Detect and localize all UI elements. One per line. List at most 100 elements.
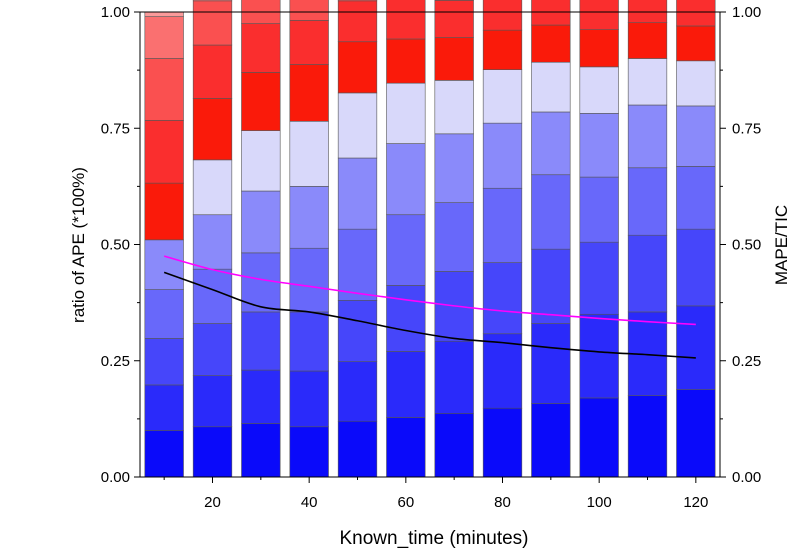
- bar-segment: [627, 234, 668, 313]
- bar-segment: [192, 98, 233, 161]
- x-axis-title: Known_time (minutes): [339, 528, 528, 549]
- y-tick-label: 0.50: [101, 237, 130, 254]
- bar-segment: [192, 375, 233, 428]
- bar-segment: [386, 285, 426, 352]
- bar-segment: [337, 92, 378, 159]
- bar-segment: [337, 41, 378, 94]
- bar-segment: [289, 370, 329, 428]
- bar-segment: [192, 268, 233, 324]
- x-tick-label: 20: [204, 494, 221, 511]
- bar-segment: [482, 0, 523, 31]
- bar-segment: [531, 24, 571, 63]
- y-tick-label: 0.25: [101, 353, 130, 370]
- bar-segment: [192, 214, 233, 270]
- bar-segment: [434, 80, 474, 135]
- bar-segment: [192, 0, 233, 2]
- bar-segment: [531, 174, 571, 250]
- series-line: [163, 271, 696, 359]
- bar-segment: [676, 228, 716, 307]
- bar-segment: [386, 143, 426, 216]
- bar-segment: [192, 159, 233, 216]
- bar-segment: [337, 299, 378, 362]
- bar-segment: [676, 0, 716, 27]
- bar-segment: [192, 323, 233, 376]
- bar-segment: [337, 0, 378, 43]
- bar-segment: [289, 311, 329, 372]
- bar-segment: [627, 0, 668, 23]
- bar-segment: [579, 176, 619, 243]
- bar-segment: [386, 38, 426, 84]
- bar-segment: [144, 289, 184, 339]
- bar-segment: [579, 397, 619, 478]
- bar-segment: [192, 44, 233, 99]
- bar-segment: [241, 369, 281, 424]
- bar-segment: [531, 0, 571, 26]
- bar-segment: [676, 305, 716, 390]
- bar-segment: [241, 423, 281, 478]
- bar-segment: [144, 120, 184, 184]
- bar-segment: [434, 412, 474, 478]
- lines-layer: [163, 255, 696, 359]
- bar-segment: [579, 113, 619, 178]
- bar-segment: [241, 130, 281, 192]
- x-tick-label: 100: [587, 494, 612, 511]
- y2-axis-title: MAPE/TIC: [772, 205, 791, 285]
- bar-segment: [531, 403, 571, 478]
- bar-segment: [144, 182, 184, 241]
- bar-segment: [192, 0, 233, 46]
- bar-segment: [434, 340, 474, 414]
- bar-segment: [241, 72, 281, 131]
- bar-segment: [676, 25, 716, 62]
- bar-segment: [289, 426, 329, 478]
- bar-segment: [676, 389, 716, 478]
- bar-segment: [627, 22, 668, 59]
- bar-segment: [144, 11, 184, 17]
- bar-segment: [386, 214, 426, 286]
- bar-segment: [434, 133, 474, 203]
- bar-segment: [627, 167, 668, 236]
- bar-segment: [337, 0, 378, 2]
- y2-tick-label: 1.00: [732, 4, 761, 21]
- bar-segment: [289, 0, 329, 21]
- y2-tick-label: 0.75: [732, 120, 761, 137]
- bar-segment: [337, 228, 378, 301]
- y2-tick-label: 0.25: [732, 353, 761, 370]
- bar-segment: [482, 29, 523, 70]
- bar-segment: [386, 417, 426, 478]
- tick-labels-layer: 20 40 60 80 100 120 0.00 0.25 0.50 0.75 1.00 0.00 0.…: [101, 4, 761, 511]
- bar-segment: [241, 311, 281, 371]
- bar-segment: [241, 190, 281, 254]
- bar-segment: [289, 186, 329, 249]
- x-tick-label: 120: [683, 494, 708, 511]
- bar-segment: [241, 252, 281, 313]
- bars-layer: [144, 0, 716, 478]
- bar-segment: [482, 187, 523, 263]
- bar-segment: [482, 122, 523, 189]
- bar-segment: [676, 60, 716, 107]
- bar-segment: [144, 239, 184, 290]
- bar-segment: [337, 420, 378, 478]
- bar-segment: [482, 69, 523, 124]
- bar-segment: [579, 29, 619, 68]
- bar-segment: [434, 0, 474, 38]
- bar-segment: [627, 104, 668, 169]
- bar-segment: [337, 361, 378, 422]
- bar-segment: [676, 166, 716, 230]
- bar-segment: [579, 66, 619, 114]
- y-axis-title: ratio of APE (*100%): [69, 167, 88, 323]
- ticks-layer: [134, 11, 726, 483]
- bar-segment: [579, 313, 619, 399]
- bar-segment: [144, 338, 184, 386]
- bar-segment: [531, 111, 571, 176]
- bar-segment: [386, 351, 426, 418]
- bar-segment: [144, 58, 184, 121]
- bar-segment: [531, 248, 571, 324]
- x-tick-label: 80: [494, 494, 511, 511]
- bar-segment: [386, 0, 426, 40]
- bar-segment: [289, 64, 329, 122]
- bar-segment: [482, 333, 523, 409]
- bar-segment: [241, 23, 281, 73]
- x-tick-label: 60: [397, 494, 414, 511]
- bar-segment: [434, 37, 474, 81]
- bar-segment: [627, 395, 668, 478]
